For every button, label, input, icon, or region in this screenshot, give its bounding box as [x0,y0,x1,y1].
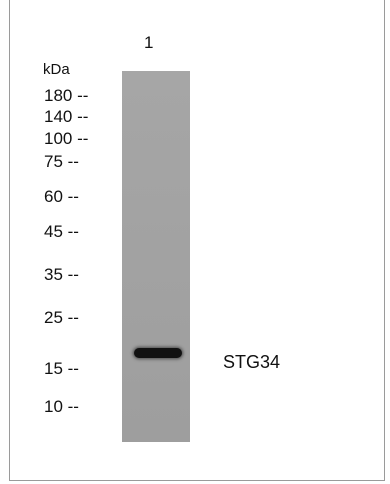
molecular-weight-unit: kDa [43,61,70,78]
marker-label-15: 15 -- [44,359,79,378]
marker-label-140: 140 -- [44,107,89,126]
marker-label-60: 60 -- [44,187,79,206]
image-frame [9,0,385,481]
marker-label-25: 25 -- [44,308,79,327]
blot-lane [122,71,190,442]
protein-band [134,348,182,358]
marker-label-100: 100 -- [44,129,89,148]
lane-number-label: 1 [144,33,154,52]
marker-label-75: 75 -- [44,152,79,171]
marker-label-35: 35 -- [44,265,79,284]
marker-label-180: 180 -- [44,86,89,105]
marker-label-45: 45 -- [44,222,79,241]
marker-label-10: 10 -- [44,397,79,416]
band-label: STG34 [223,352,281,372]
